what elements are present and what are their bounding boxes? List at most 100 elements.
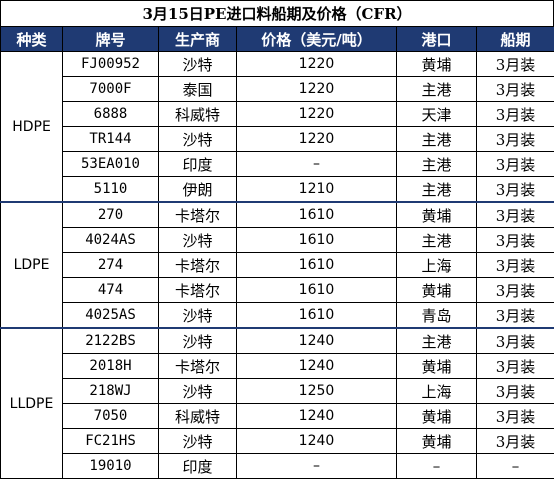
producer-cell: 沙特 [159,303,237,329]
ship-cell: 3月装 [477,177,554,203]
port-cell: 天津 [397,102,477,127]
ship-cell: 3月装 [477,328,554,354]
producer-cell: 沙特 [159,127,237,152]
category-cell: HDPE [1,52,63,203]
grade-cell: 2018H [63,354,159,379]
port-cell: 主港 [397,127,477,152]
ship-cell: 3月装 [477,379,554,404]
port-cell: 主港 [397,152,477,177]
header-category: 种类 [1,27,63,52]
header-ship: 船期 [477,27,554,52]
port-cell: – [397,454,477,479]
grade-cell: 274 [63,253,159,278]
price-cell: 1610 [237,278,397,303]
producer-cell: 卡塔尔 [159,202,237,228]
producer-cell: 泰国 [159,77,237,102]
grade-cell: 4024AS [63,228,159,253]
price-cell: 1610 [237,202,397,228]
ship-cell: 3月装 [477,202,554,228]
ship-cell: 3月装 [477,278,554,303]
ship-cell: 3月装 [477,354,554,379]
ship-cell: 3月装 [477,127,554,152]
producer-cell: 卡塔尔 [159,354,237,379]
producer-cell: 沙特 [159,228,237,253]
port-cell: 主港 [397,328,477,354]
header-grade: 牌号 [63,27,159,52]
price-cell: 1250 [237,379,397,404]
price-cell: – [237,152,397,177]
header-port: 港口 [397,27,477,52]
producer-cell: 沙特 [159,379,237,404]
ship-cell: – [477,454,554,479]
ship-cell: 3月装 [477,152,554,177]
grade-cell: 4025AS [63,303,159,329]
price-cell: 1240 [237,429,397,454]
ship-cell: 3月装 [477,102,554,127]
price-cell: 1610 [237,303,397,329]
price-cell: 1610 [237,253,397,278]
grade-cell: 270 [63,202,159,228]
price-cell: 1220 [237,52,397,77]
grade-cell: 218WJ [63,379,159,404]
grade-cell: FJ00952 [63,52,159,77]
producer-cell: 沙特 [159,52,237,77]
port-cell: 黄埔 [397,52,477,77]
port-cell: 黄埔 [397,278,477,303]
price-cell: 1610 [237,228,397,253]
grade-cell: TR144 [63,127,159,152]
ship-cell: 3月装 [477,303,554,329]
category-cell: LLDPE [1,328,63,479]
ship-cell: 3月装 [477,77,554,102]
producer-cell: 印度 [159,454,237,479]
producer-cell: 伊朗 [159,177,237,203]
grade-cell: 474 [63,278,159,303]
grade-cell: FC21HS [63,429,159,454]
ship-cell: 3月装 [477,253,554,278]
ship-cell: 3月装 [477,52,554,77]
header-row: 种类 牌号 生产商 价格（美元/吨） 港口 船期 [1,27,554,52]
port-cell: 上海 [397,253,477,278]
producer-cell: 沙特 [159,328,237,354]
producer-cell: 沙特 [159,429,237,454]
ship-cell: 3月装 [477,429,554,454]
grade-cell: 5110 [63,177,159,203]
ship-cell: 3月装 [477,228,554,253]
price-cell: 1220 [237,77,397,102]
grade-cell: 7000F [63,77,159,102]
port-cell: 主港 [397,77,477,102]
header-producer: 生产商 [159,27,237,52]
price-cell: 1240 [237,404,397,429]
grade-cell: 19010 [63,454,159,479]
port-cell: 黄埔 [397,354,477,379]
port-cell: 主港 [397,228,477,253]
price-cell: 1220 [237,102,397,127]
price-cell: 1220 [237,127,397,152]
port-cell: 青岛 [397,303,477,329]
table-title: 3月15日PE进口料船期及价格（CFR） [0,0,554,26]
port-cell: 黄埔 [397,429,477,454]
category-cell: LDPE [1,202,63,328]
header-price: 价格（美元/吨） [237,27,397,52]
grade-cell: 53EA010 [63,152,159,177]
grade-cell: 2122BS [63,328,159,354]
price-cell: 1240 [237,328,397,354]
port-cell: 黄埔 [397,404,477,429]
